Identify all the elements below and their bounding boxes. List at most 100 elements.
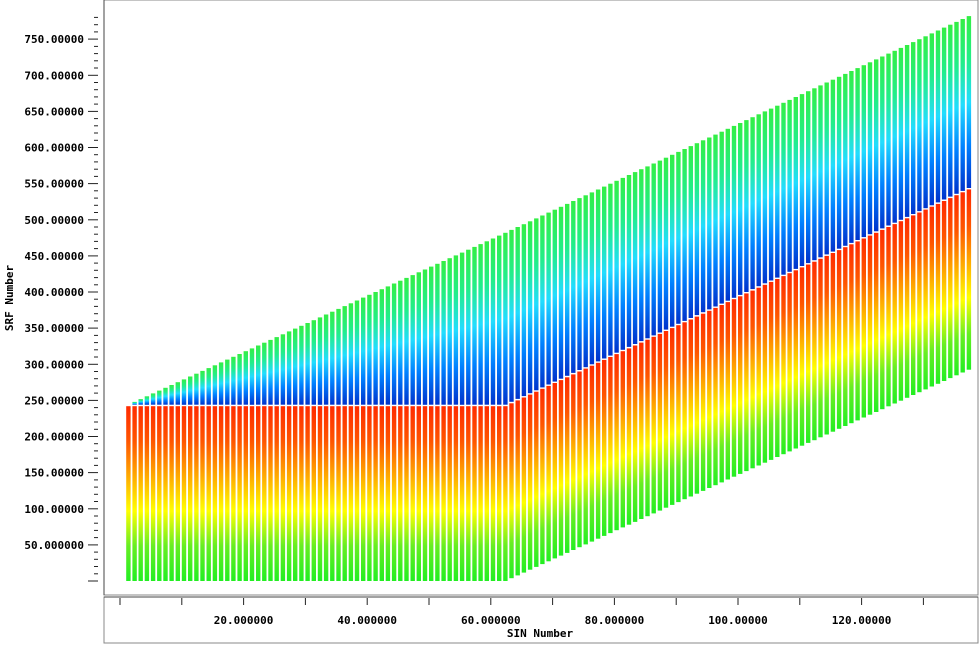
column-upper bbox=[150, 393, 156, 405]
column-lower bbox=[849, 244, 854, 424]
column-upper bbox=[818, 85, 823, 258]
column-lower bbox=[713, 307, 718, 486]
column-upper bbox=[157, 390, 162, 405]
column-upper bbox=[188, 376, 193, 405]
column-lower bbox=[552, 383, 557, 559]
column-lower bbox=[892, 224, 897, 404]
column-lower bbox=[682, 322, 687, 500]
column-lower bbox=[311, 406, 316, 581]
column-upper bbox=[571, 201, 576, 373]
column-lower bbox=[410, 406, 415, 581]
x-tick-label: 60.000000 bbox=[461, 614, 521, 627]
column-lower bbox=[391, 406, 397, 581]
column-upper bbox=[565, 203, 570, 376]
column-lower bbox=[509, 403, 514, 579]
column-lower bbox=[527, 394, 533, 570]
column-lower bbox=[898, 221, 904, 401]
column-lower bbox=[700, 313, 706, 491]
column-upper bbox=[194, 373, 199, 405]
y-tick-label: 400.00000 bbox=[24, 286, 84, 299]
column-upper bbox=[435, 263, 440, 405]
column-upper bbox=[892, 50, 897, 223]
column-upper bbox=[806, 91, 811, 264]
column-upper bbox=[713, 134, 718, 307]
column-upper bbox=[824, 82, 829, 255]
column-upper bbox=[583, 195, 588, 368]
column-upper bbox=[348, 303, 354, 405]
y-tick-label: 750.00000 bbox=[24, 33, 84, 46]
column-lower bbox=[688, 319, 693, 497]
column-upper bbox=[385, 286, 391, 405]
column-lower bbox=[200, 406, 205, 581]
column-upper bbox=[299, 325, 304, 405]
column-lower bbox=[317, 406, 323, 581]
column-upper bbox=[132, 401, 137, 405]
column-lower bbox=[923, 209, 928, 390]
column-lower bbox=[750, 290, 755, 469]
column-upper bbox=[552, 209, 557, 382]
column-lower bbox=[904, 218, 910, 398]
column-upper bbox=[218, 362, 224, 405]
column-lower bbox=[188, 406, 193, 581]
column-upper bbox=[861, 65, 866, 238]
column-lower bbox=[373, 406, 378, 581]
column-upper bbox=[361, 297, 366, 405]
column-lower bbox=[466, 406, 471, 581]
column-lower bbox=[775, 279, 780, 457]
column-lower bbox=[663, 331, 669, 508]
column-lower bbox=[966, 189, 972, 370]
column-lower bbox=[354, 406, 360, 581]
column-upper bbox=[515, 227, 520, 399]
column-lower bbox=[429, 406, 434, 581]
column-upper bbox=[830, 79, 836, 252]
column-upper bbox=[293, 328, 298, 405]
column-upper bbox=[286, 331, 292, 405]
column-upper bbox=[793, 97, 798, 269]
column-lower bbox=[941, 201, 947, 381]
column-upper bbox=[256, 345, 261, 405]
column-upper bbox=[935, 30, 941, 203]
column-upper bbox=[305, 323, 310, 405]
column-upper bbox=[497, 235, 502, 405]
column-upper bbox=[626, 175, 632, 347]
column-lower bbox=[799, 267, 805, 446]
column-upper bbox=[632, 172, 638, 344]
column-lower bbox=[608, 357, 613, 534]
column-upper bbox=[602, 186, 607, 359]
column-upper bbox=[849, 71, 854, 243]
column-lower bbox=[546, 385, 551, 562]
column-upper bbox=[694, 143, 700, 316]
column-upper bbox=[398, 280, 403, 405]
column-lower bbox=[478, 406, 483, 581]
column-lower bbox=[218, 406, 224, 581]
x-tick-label: 40.000000 bbox=[337, 614, 397, 627]
column-upper bbox=[540, 215, 545, 388]
column-lower bbox=[447, 406, 452, 581]
column-upper bbox=[744, 120, 749, 292]
column-lower bbox=[595, 362, 601, 539]
column-upper bbox=[243, 351, 248, 405]
column-lower bbox=[694, 316, 700, 494]
column-lower bbox=[762, 284, 768, 463]
y-tick-label: 550.00000 bbox=[24, 178, 84, 191]
column-upper bbox=[670, 154, 675, 327]
column-lower bbox=[385, 406, 391, 581]
column-lower bbox=[954, 195, 959, 376]
column-lower bbox=[756, 287, 761, 466]
column-lower bbox=[676, 325, 681, 503]
column-lower bbox=[657, 333, 663, 511]
column-lower bbox=[670, 328, 675, 505]
column-upper bbox=[750, 117, 755, 290]
column-lower bbox=[323, 406, 329, 581]
column-upper bbox=[929, 33, 934, 206]
column-upper bbox=[429, 266, 434, 405]
column-lower bbox=[225, 406, 230, 581]
column-lower bbox=[874, 232, 879, 412]
column-lower bbox=[206, 406, 211, 581]
column-upper bbox=[645, 166, 650, 339]
column-lower bbox=[138, 406, 143, 581]
column-lower bbox=[830, 253, 836, 432]
column-lower bbox=[194, 406, 199, 581]
column-upper bbox=[225, 359, 230, 405]
column-upper bbox=[441, 261, 446, 405]
